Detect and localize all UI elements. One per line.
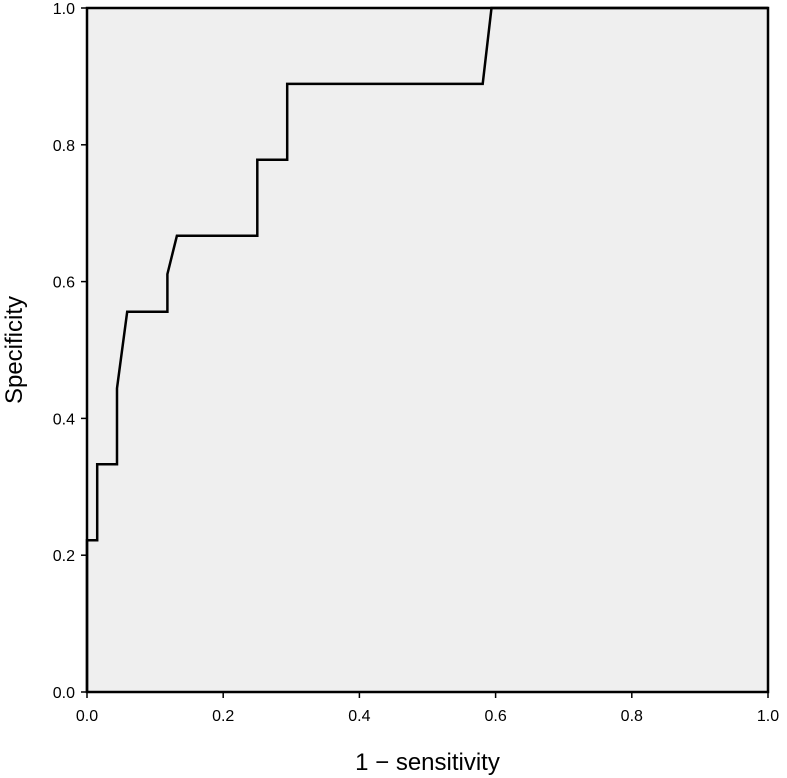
y-tick-label: 1.0	[53, 1, 75, 18]
y-tick-label: 0.6	[53, 275, 75, 292]
y-tick-label: 0.2	[53, 548, 75, 565]
plot-area	[87, 8, 768, 692]
y-axis-title: Specificity	[1, 296, 28, 404]
x-axis-title: 1 − sensitivity	[355, 749, 500, 776]
x-tick-label: 0.0	[76, 708, 98, 725]
x-tick-label: 1.0	[757, 708, 779, 725]
y-tick-label: 0.8	[53, 138, 75, 155]
y-axis: 0.0 0.2 0.4 0.6 0.8 1.0	[53, 1, 87, 702]
x-tick-label: 0.8	[621, 708, 643, 725]
roc-curve	[85, 6, 768, 692]
x-tick-label: 0.6	[484, 708, 506, 725]
x-tick-label: 0.2	[212, 708, 234, 725]
x-axis: 0.0 0.2 0.4 0.6 0.8 1.0	[76, 692, 779, 725]
y-tick-label: 0.0	[53, 685, 75, 702]
plot-frame	[85, 6, 770, 694]
x-tick-label: 0.4	[348, 708, 370, 725]
y-tick-label: 0.4	[53, 411, 75, 428]
